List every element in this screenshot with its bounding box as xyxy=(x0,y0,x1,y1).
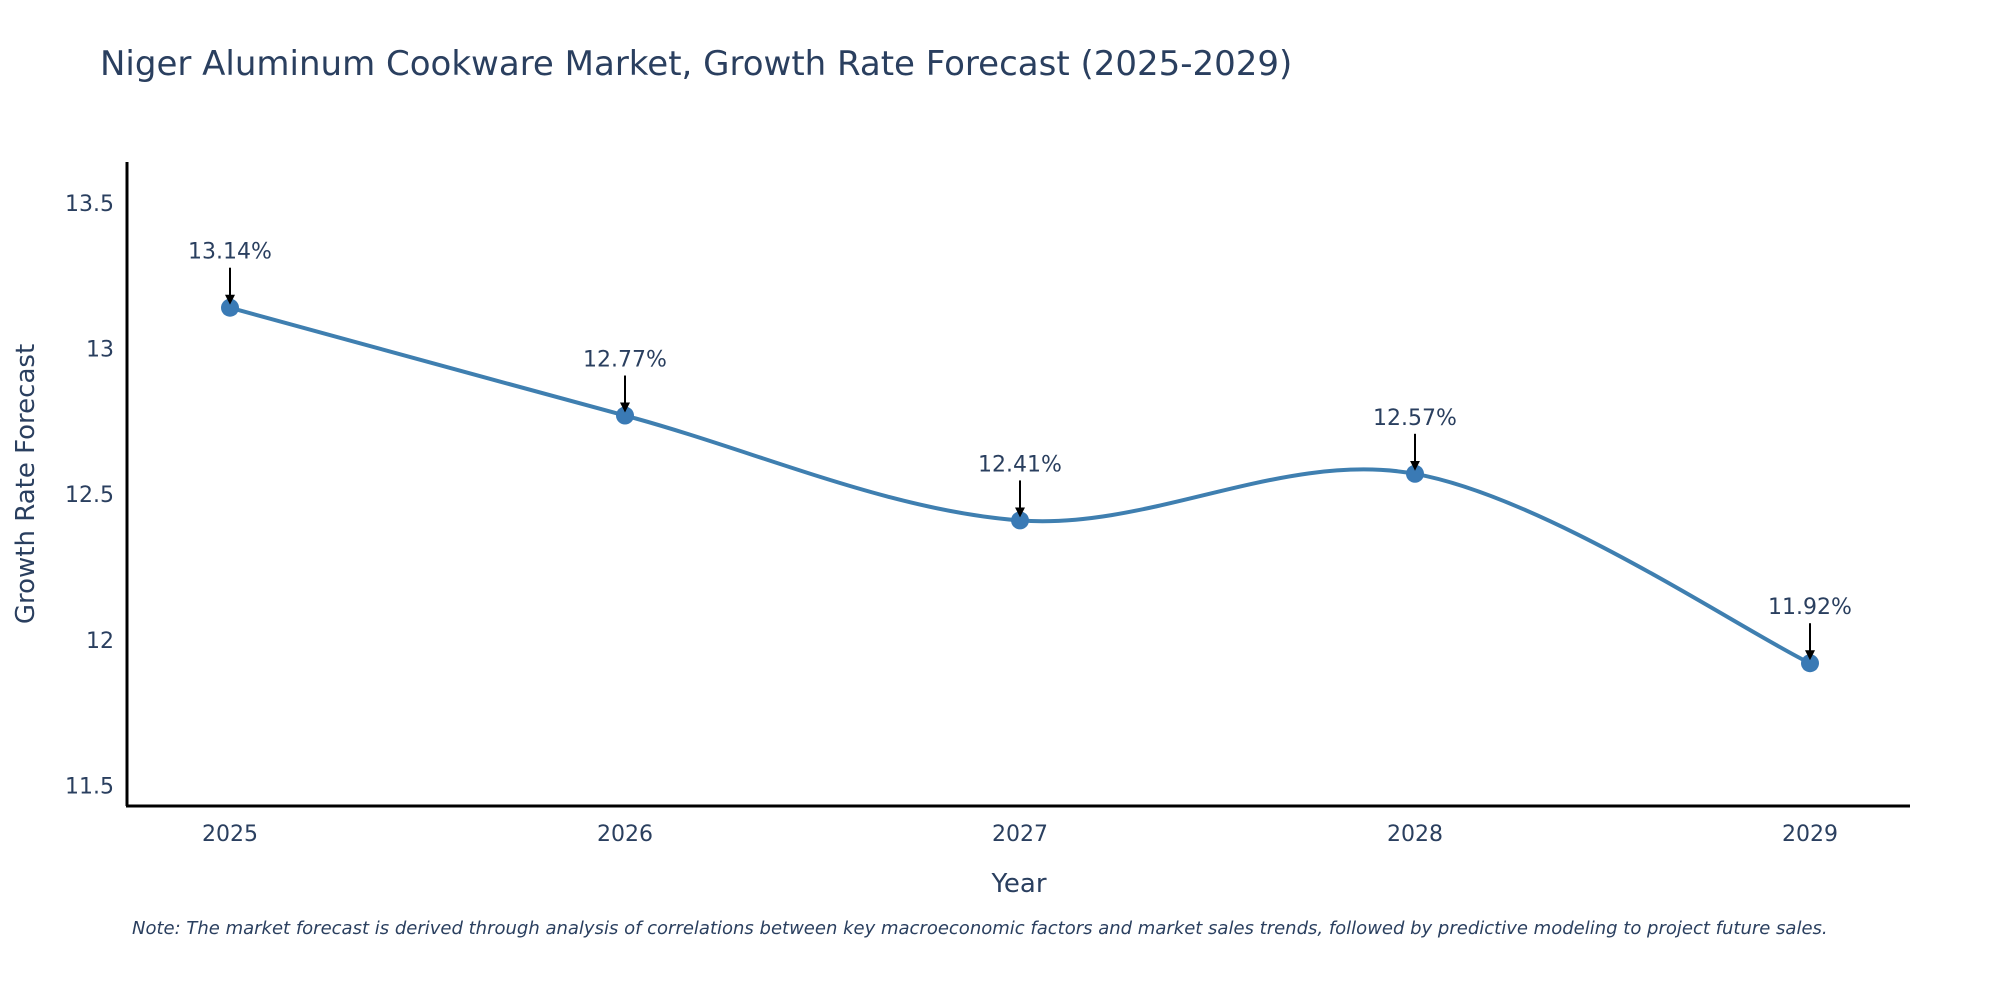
y-tick-label: 12.5 xyxy=(65,483,114,508)
y-tick-labels: 11.5 12 12.5 13 13.5 xyxy=(65,192,114,800)
y-tick-label: 12 xyxy=(86,629,114,654)
data-point-marker xyxy=(1011,511,1029,530)
data-label: 12.41% xyxy=(978,452,1062,477)
data-label: 12.77% xyxy=(583,348,667,373)
x-tick-labels: 2025 2026 2027 2028 2029 xyxy=(202,822,1838,847)
data-label: 12.57% xyxy=(1373,406,1457,431)
chart-note: Note: The market forecast is derived thr… xyxy=(132,918,1828,939)
y-tick-label: 13 xyxy=(86,337,114,362)
x-tick-label: 2025 xyxy=(202,822,258,847)
data-point-marker xyxy=(1406,464,1424,483)
y-tick-label: 13.5 xyxy=(65,192,114,217)
data-label: 13.14% xyxy=(188,240,272,265)
data-point-marker xyxy=(221,298,239,317)
x-axis-title: Year xyxy=(990,869,1046,899)
x-tick-label: 2026 xyxy=(597,822,653,847)
x-tick-label: 2027 xyxy=(992,822,1048,847)
axes-layer xyxy=(125,162,1910,808)
chart-title: Niger Aluminum Cookware Market, Growth R… xyxy=(100,44,1293,84)
y-axis-title: Growth Rate Forecast xyxy=(11,344,41,624)
data-annotations: 13.14% 12.77% 12.41% 12.57% 11.92% xyxy=(188,240,1852,661)
data-point-marker xyxy=(616,406,634,425)
x-tick-label: 2028 xyxy=(1387,822,1443,847)
data-point-marker xyxy=(1801,654,1819,673)
y-tick-label: 11.5 xyxy=(65,775,114,800)
data-label: 11.92% xyxy=(1768,595,1852,620)
x-tick-label: 2029 xyxy=(1782,822,1838,847)
